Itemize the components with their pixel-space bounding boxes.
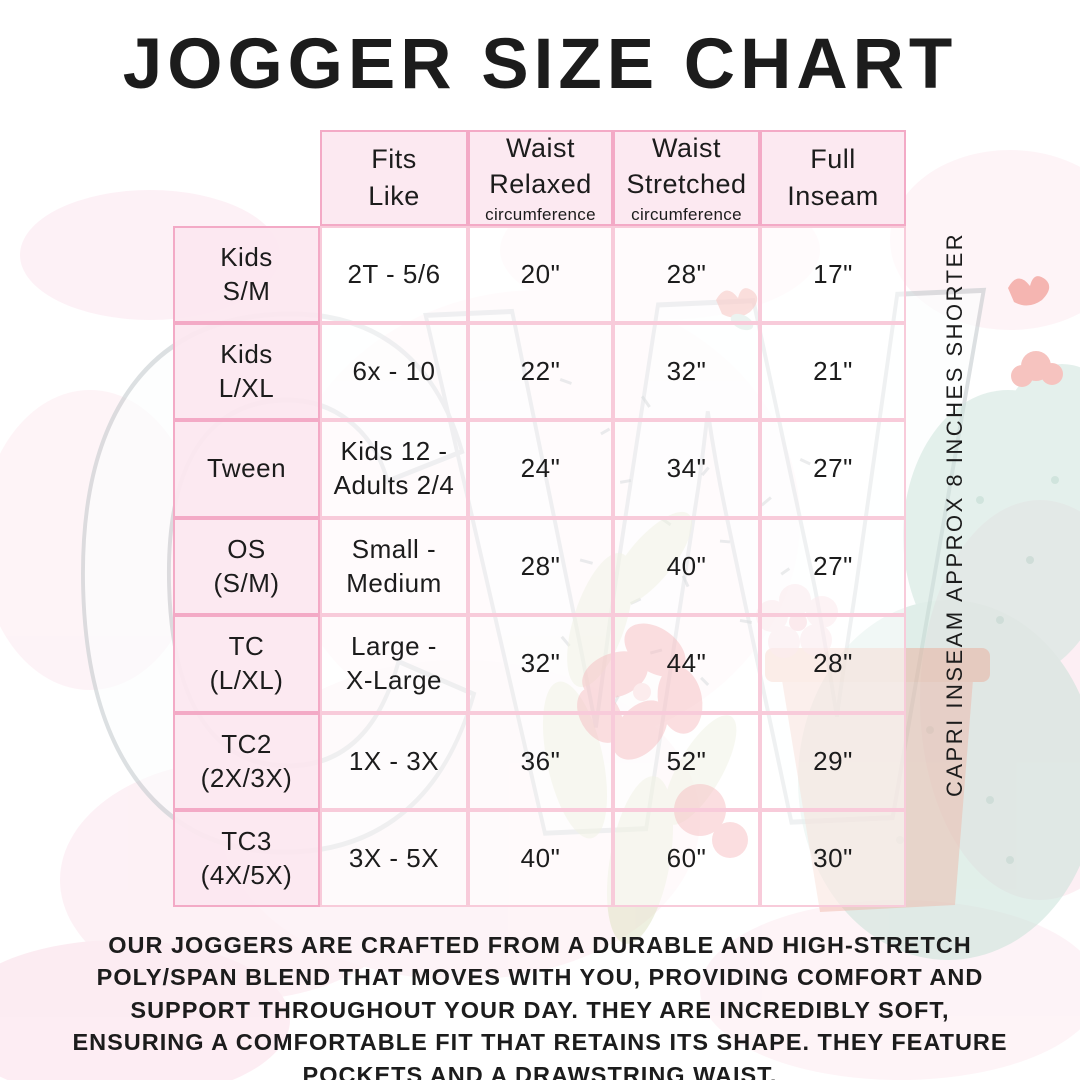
row-header-tc-lxl: TC (L/XL) (173, 615, 320, 713)
cell-full-inseam: 28" (760, 615, 906, 713)
row-header-tc2: TC2 (2X/3X) (173, 713, 320, 810)
cell-waist-relaxed: 40" (468, 810, 613, 907)
column-header-subtext: circumference (631, 204, 742, 224)
capri-inseam-note: CAPRI INSEAM APPROX 8 INCHES SHORTER (942, 231, 967, 797)
cell-fits-like: 6x - 10 (320, 323, 468, 420)
cell-waist-stretched: 32" (613, 323, 760, 420)
row-header-os-sm: OS (S/M) (173, 518, 320, 615)
cell-full-inseam: 27" (760, 420, 906, 518)
cell-waist-stretched: 44" (613, 615, 760, 713)
row-header-kids-lxl: Kids L/XL (173, 323, 320, 420)
cell-waist-relaxed: 22" (468, 323, 613, 420)
row-header-tween: Tween (173, 420, 320, 518)
column-header-full-inseam: Full Inseam (760, 130, 906, 226)
column-header-waist-stretched: Waist Stretched circumference (613, 130, 760, 226)
cell-waist-stretched: 28" (613, 226, 760, 323)
cell-fits-like: Large - X-Large (320, 615, 468, 713)
row-header-kids-sm: Kids S/M (173, 226, 320, 323)
cell-fits-like: Kids 12 - Adults 2/4 (320, 420, 468, 518)
cell-fits-like: 3X - 5X (320, 810, 468, 907)
cell-full-inseam: 27" (760, 518, 906, 615)
cell-waist-stretched: 40" (613, 518, 760, 615)
column-header-fits-like: Fits Like (320, 130, 468, 226)
cell-waist-stretched: 52" (613, 713, 760, 810)
cell-fits-like: Small - Medium (320, 518, 468, 615)
cell-full-inseam: 29" (760, 713, 906, 810)
column-header-label: Waist Relaxed (489, 133, 592, 200)
column-header-waist-relaxed: Waist Relaxed circumference (468, 130, 613, 226)
product-description: OUR JOGGERS ARE CRAFTED FROM A DURABLE A… (72, 932, 1008, 1080)
cell-full-inseam: 30" (760, 810, 906, 907)
column-header-label: Full Inseam (787, 144, 879, 211)
page-title: JOGGER SIZE CHART (122, 25, 958, 104)
cell-waist-stretched: 34" (613, 420, 760, 518)
cell-full-inseam: 17" (760, 226, 906, 323)
column-header-subtext: circumference (485, 204, 596, 224)
cell-waist-relaxed: 20" (468, 226, 613, 323)
cell-waist-relaxed: 36" (468, 713, 613, 810)
size-chart-table: Fits Like Waist Relaxed circumference Wa… (173, 130, 906, 907)
cell-waist-relaxed: 24" (468, 420, 613, 518)
cell-fits-like: 1X - 3X (320, 713, 468, 810)
row-header-tc3: TC3 (4X/5X) (173, 810, 320, 907)
cell-waist-relaxed: 32" (468, 615, 613, 713)
cell-full-inseam: 21" (760, 323, 906, 420)
column-header-label: Fits Like (368, 144, 420, 211)
table-corner-spacer (173, 130, 320, 226)
cell-waist-relaxed: 28" (468, 518, 613, 615)
cell-waist-stretched: 60" (613, 810, 760, 907)
cell-fits-like: 2T - 5/6 (320, 226, 468, 323)
column-header-label: Waist Stretched (626, 133, 747, 200)
